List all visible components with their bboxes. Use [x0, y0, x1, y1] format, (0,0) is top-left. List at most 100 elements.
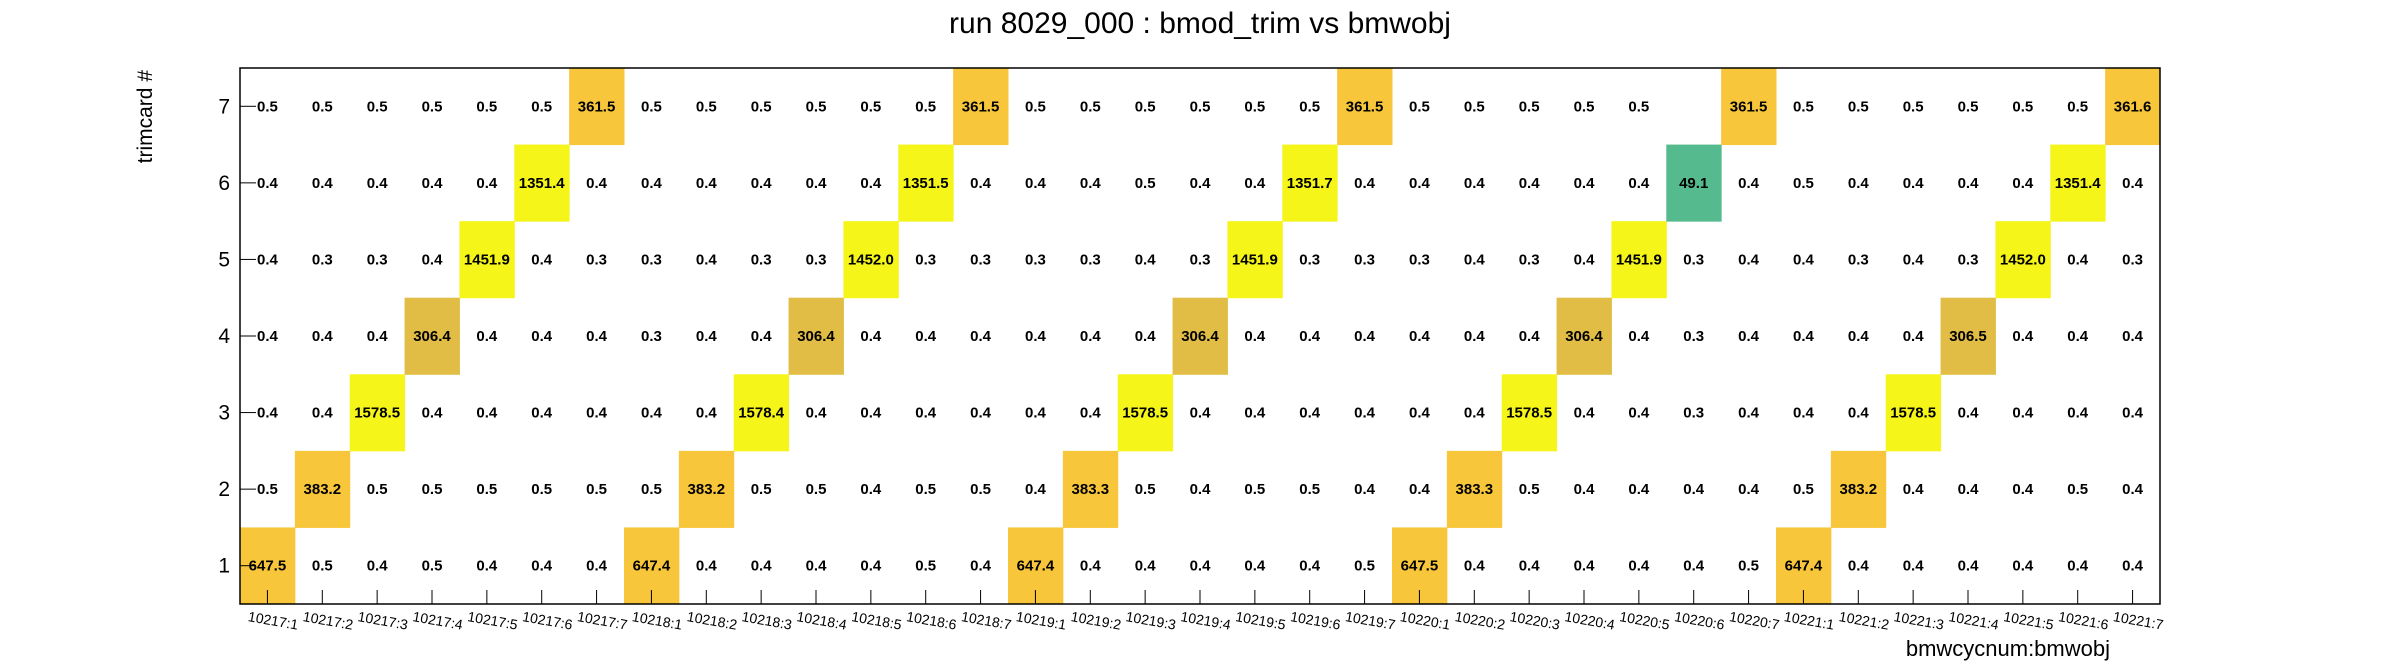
cell-value-label: 0.3	[367, 251, 388, 268]
cell-value-label: 0.3	[312, 251, 333, 268]
heatmap-cell	[1227, 221, 1283, 299]
cell-value-label: 0.4	[2067, 328, 2089, 345]
heatmap-cell	[1940, 297, 1996, 375]
cell-value-label: 0.5	[696, 98, 717, 115]
cell-value-label: 0.4	[1244, 328, 1266, 345]
cell-value-label: 0.3	[2122, 251, 2143, 268]
cell-value-label: 0.4	[1464, 558, 1486, 575]
cell-value-label: 0.4	[1025, 405, 1047, 422]
cell-value-label: 0.4	[422, 405, 444, 422]
cell-value-label: 1578.5	[1890, 405, 1936, 422]
cell-value-label: 306.5	[1949, 328, 1987, 345]
cell-value-label: 0.4	[696, 558, 718, 575]
cell-value-label: 0.4	[1628, 558, 1650, 575]
x-axis-label: bmwcycnum:bmwobj	[1906, 636, 2110, 661]
cell-value-label: 0.4	[531, 328, 553, 345]
cell-value-label: 0.4	[806, 558, 828, 575]
cell-value-label: 0.5	[422, 481, 443, 498]
cell-value-label: 0.5	[1299, 98, 1320, 115]
heatmap-cell	[678, 450, 735, 528]
cell-value-label: 0.4	[860, 328, 882, 345]
cell-value-label: 647.4	[1017, 558, 1055, 575]
cell-value-label: 0.4	[531, 558, 553, 575]
heatmap-cell	[404, 297, 460, 375]
heatmap-cell	[1611, 221, 1667, 299]
cell-value-label: 361.5	[578, 98, 616, 115]
cell-value-label: 0.3	[1519, 251, 1540, 268]
heatmap-cell	[843, 221, 899, 299]
cell-value-label: 0.5	[2012, 98, 2033, 115]
cell-value-label: 1451.9	[1232, 251, 1278, 268]
cell-value-label: 647.4	[633, 558, 671, 575]
cell-value-label: 0.4	[1135, 558, 1157, 575]
cell-value-label: 0.5	[860, 98, 881, 115]
cell-value-label: 0.4	[476, 328, 498, 345]
cell-value-label: 1452.0	[848, 251, 894, 268]
cell-value-label: 0.4	[1738, 328, 1760, 345]
cell-value-label: 0.4	[257, 405, 279, 422]
cell-value-label: 0.4	[1519, 175, 1541, 192]
cell-value-label: 0.4	[1025, 481, 1047, 498]
cell-value-label: 0.4	[1354, 481, 1376, 498]
cell-value-label: 383.2	[1840, 481, 1878, 498]
cell-value-label: 0.4	[751, 175, 773, 192]
cell-value-label: 0.4	[806, 175, 828, 192]
cell-value-label: 0.5	[806, 98, 827, 115]
cell-value-label: 0.4	[1793, 328, 1815, 345]
cell-value-label: 0.4	[1244, 405, 1266, 422]
cell-value-label: 0.4	[2012, 328, 2034, 345]
cell-value-label: 0.4	[1080, 558, 1102, 575]
y-tick-label: 1	[218, 555, 230, 578]
cell-value-label: 383.2	[304, 481, 342, 498]
cell-value-label: 0.4	[1683, 558, 1705, 575]
cell-value-label: 306.4	[1565, 328, 1603, 345]
cell-value-label: 0.5	[1409, 98, 1430, 115]
cell-value-label: 0.4	[1738, 251, 1760, 268]
cell-value-label: 0.4	[2012, 405, 2034, 422]
heatmap-cell	[1666, 144, 1722, 222]
heatmap-cell	[1885, 374, 1942, 452]
cell-value-label: 0.5	[1738, 558, 1759, 575]
y-tick-label: 5	[218, 248, 230, 271]
cell-value-label: 0.4	[1190, 481, 1212, 498]
cell-value-label: 0.4	[860, 558, 882, 575]
cell-value-label: 0.5	[1903, 98, 1924, 115]
cell-value-label: 0.4	[1299, 405, 1321, 422]
cell-value-label: 0.5	[1628, 98, 1649, 115]
cell-value-label: 0.5	[312, 558, 333, 575]
heatmap-cell	[294, 450, 351, 528]
cell-value-label: 0.3	[1409, 251, 1430, 268]
cell-value-label: 0.5	[1190, 98, 1211, 115]
cell-value-label: 0.5	[1793, 98, 1814, 115]
cell-value-label: 0.4	[586, 558, 608, 575]
heatmap-cell	[953, 68, 1009, 146]
cell-value-label: 0.4	[1135, 251, 1157, 268]
y-tick-label: 2	[218, 478, 230, 501]
cell-value-label: 0.4	[1190, 175, 1212, 192]
cell-value-label: 0.3	[915, 251, 936, 268]
heatmap-cell	[1062, 450, 1119, 528]
cell-value-label: 1351.4	[519, 175, 566, 192]
cell-value-label: 0.4	[312, 405, 334, 422]
cell-value-label: 0.4	[2122, 481, 2144, 498]
cell-value-label: 0.5	[531, 481, 552, 498]
cell-value-label: 0.5	[1574, 98, 1595, 115]
cell-value-label: 0.5	[970, 481, 991, 498]
cell-value-label: 0.4	[1244, 558, 1266, 575]
cell-value-label: 0.5	[1244, 98, 1265, 115]
cell-value-label: 1451.9	[464, 251, 510, 268]
cell-value-label: 0.4	[1848, 558, 1870, 575]
cell-value-label: 361.5	[1346, 98, 1384, 115]
cell-value-label: 0.5	[2067, 98, 2088, 115]
cell-value-label: 0.4	[257, 328, 279, 345]
heatmap-cell	[1556, 297, 1612, 375]
cell-value-label: 0.5	[806, 481, 827, 498]
cell-value-label: 0.4	[1409, 175, 1431, 192]
cell-value-label: 0.3	[1354, 251, 1375, 268]
cell-value-label: 0.4	[1354, 175, 1376, 192]
cell-value-label: 0.3	[1025, 251, 1046, 268]
cell-value-label: 306.4	[1181, 328, 1219, 345]
cell-value-label: 647.5	[249, 558, 287, 575]
cell-value-label: 0.4	[1244, 175, 1266, 192]
